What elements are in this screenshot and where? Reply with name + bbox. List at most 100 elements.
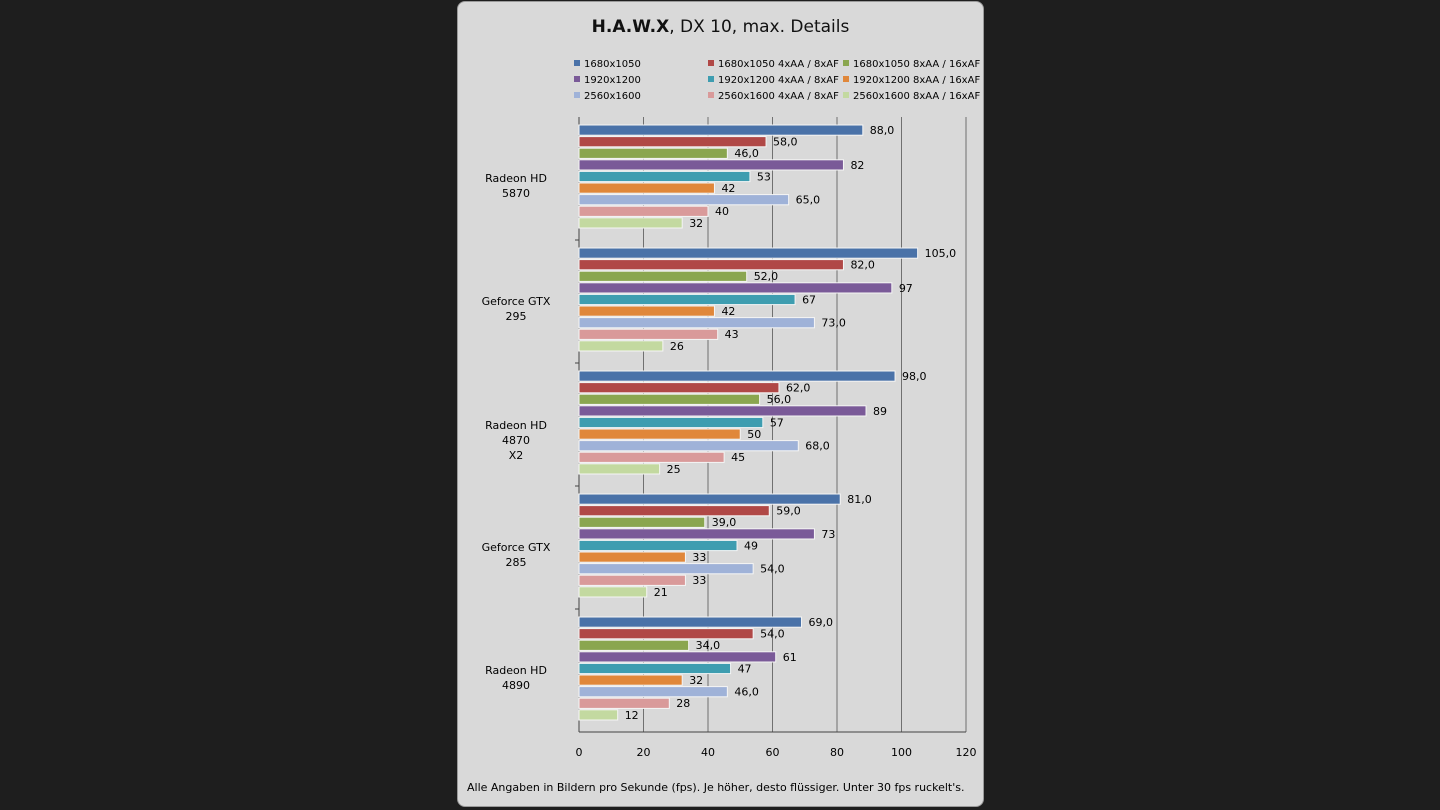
data-label: 58,0 (773, 136, 798, 149)
data-label: 56,0 (767, 393, 792, 406)
data-label: 54,0 (760, 628, 785, 641)
bar (578, 393, 761, 405)
data-label: 54,0 (760, 563, 785, 576)
legend-label: 2560x1600 4xAA / 8xAF (718, 91, 839, 102)
bar (578, 428, 741, 440)
bar (578, 628, 754, 640)
data-label: 59,0 (776, 505, 801, 518)
category-label-line: Radeon HD 5870 (485, 172, 547, 200)
legend-label: 1920x1200 8xAA / 16xAF (853, 75, 981, 86)
data-label: 28 (676, 697, 690, 710)
data-label: 33 (692, 574, 706, 587)
bar (578, 159, 844, 171)
x-tick-label: 80 (830, 746, 844, 759)
data-label: 50 (747, 428, 761, 441)
legend-label: 1920x1200 4xAA / 8xAF (718, 75, 839, 86)
category-label: Radeon HD 4870 X2 (470, 418, 562, 463)
bar-chart: 0 20 40 60 80 100 120 88,0 58,0 46,0 82 53 42 65,0 40 3… (575, 117, 977, 759)
data-label: 49 (744, 539, 758, 552)
footnote: Alle Angaben in Bildern pro Sekunde (fps… (467, 781, 965, 794)
data-label: 98,0 (902, 370, 927, 383)
data-label: 43 (725, 328, 739, 341)
data-label: 82,0 (850, 259, 875, 272)
bar (578, 516, 706, 528)
data-label: 89 (873, 405, 887, 418)
legend-item: 2560x1600 (574, 91, 641, 103)
data-label: 12 (625, 709, 639, 722)
bar (578, 147, 728, 159)
data-label: 53 (757, 170, 771, 183)
legend-swatch (843, 92, 849, 98)
bar (578, 551, 686, 563)
legend-swatch (574, 60, 580, 66)
legend-swatch (574, 92, 580, 98)
data-label: 105,0 (925, 247, 957, 260)
bar (578, 194, 790, 206)
bar (578, 370, 896, 382)
data-label: 88,0 (870, 124, 895, 137)
category-label: Geforce GTX 285 (470, 540, 562, 570)
bar (578, 539, 738, 552)
bar (578, 340, 664, 352)
data-label: 33 (692, 551, 706, 564)
data-label: 82 (850, 159, 864, 172)
data-label: 97 (899, 282, 913, 295)
data-label: 73 (821, 528, 835, 541)
bar (578, 505, 770, 517)
category-label-line: Radeon HD 4870 (485, 418, 547, 447)
legend: 1680x1050 1680x1050 4xAA / 8xAF 1680x1050 … (458, 2, 983, 112)
category-label: Radeon HD 5870 (470, 171, 562, 201)
chart-title-rest: , DX 10, max. Details (669, 17, 850, 37)
bar (578, 182, 715, 194)
legend-swatch (708, 76, 714, 82)
bar (578, 662, 732, 675)
bar (578, 270, 748, 282)
legend-swatch (574, 76, 580, 82)
data-label: 52,0 (754, 270, 779, 283)
category-label-line: Geforce GTX 295 (481, 295, 551, 323)
data-label: 61 (783, 651, 797, 664)
bar (578, 686, 728, 698)
category-label: Geforce GTX 295 (470, 294, 562, 324)
category-label-line: Geforce GTX 285 (481, 541, 551, 569)
bar (578, 382, 780, 394)
data-label: 26 (670, 340, 684, 353)
data-label: 39,0 (712, 516, 737, 529)
bar (578, 205, 709, 217)
data-label: 42 (721, 305, 735, 318)
data-label: 42 (721, 182, 735, 195)
bar (578, 440, 799, 452)
chart-title: H.A.W.X, DX 10, max. Details (458, 17, 983, 37)
legend-item: 1920x1200 4xAA / 8xAF (708, 75, 839, 87)
legend-swatch (708, 60, 714, 66)
legend-label: 2560x1600 (584, 91, 641, 102)
legend-swatch (843, 60, 849, 66)
data-label: 25 (667, 463, 681, 476)
bar (578, 616, 803, 628)
bar (578, 639, 690, 651)
bar (578, 247, 919, 259)
legend-label: 1680x1050 4xAA / 8xAF (718, 59, 839, 70)
data-label: 62,0 (786, 382, 811, 395)
data-label: 40 (715, 205, 729, 218)
legend-label: 1680x1050 8xAA / 16xAF (853, 59, 981, 70)
legend-label: 1920x1200 (584, 75, 641, 86)
chart-title-bold: H.A.W.X (591, 17, 670, 37)
legend-label: 2560x1600 8xAA / 16xAF (853, 91, 981, 102)
bar (578, 217, 683, 229)
x-tick-label: 0 (576, 746, 583, 759)
data-label: 34,0 (696, 639, 721, 652)
data-label: 68,0 (805, 440, 830, 453)
bar (578, 574, 686, 586)
data-label: 46,0 (734, 147, 759, 160)
bar (578, 493, 841, 505)
legend-item: 2560x1600 4xAA / 8xAF (708, 91, 839, 103)
data-label: 69,0 (809, 616, 834, 629)
bar (578, 651, 777, 663)
bar (578, 709, 619, 721)
x-tick-label: 60 (766, 746, 780, 759)
x-tick-label: 120 (956, 746, 977, 759)
legend-item: 2560x1600 8xAA / 16xAF (843, 91, 980, 103)
bar (578, 674, 683, 686)
bar (578, 317, 815, 329)
